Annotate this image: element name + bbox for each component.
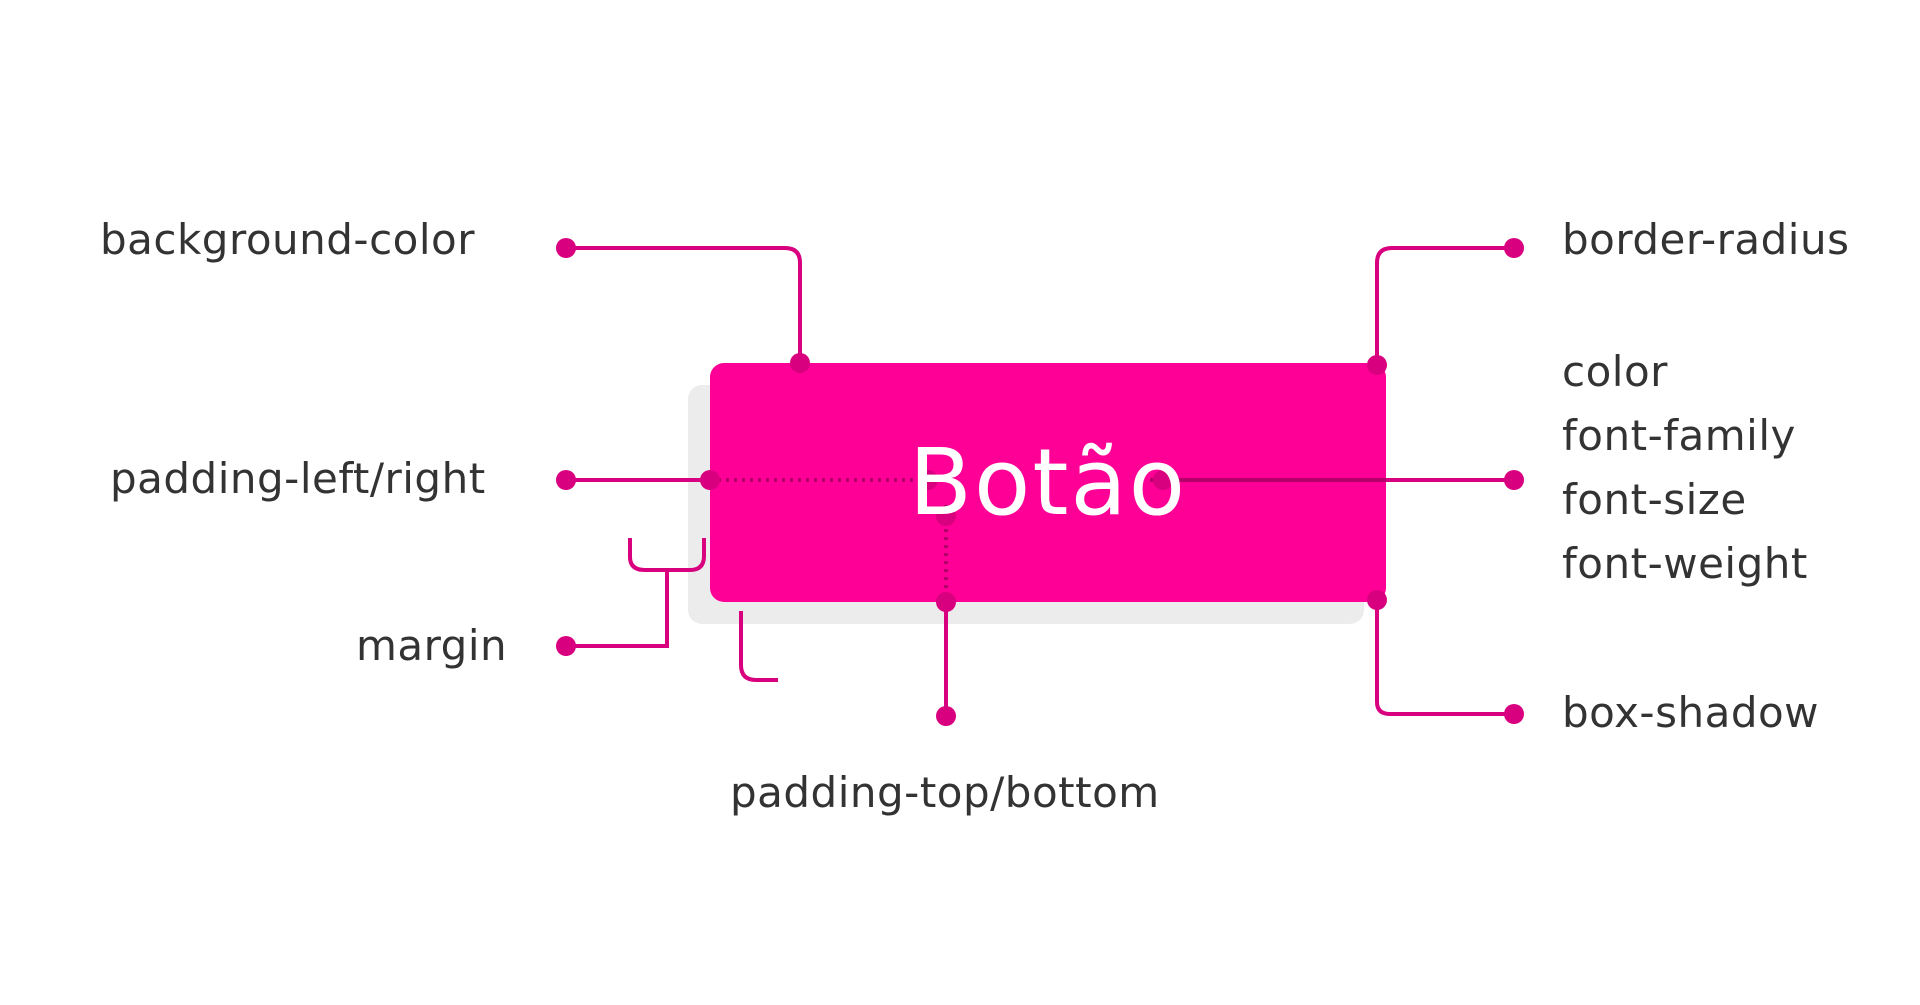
dot-font-text	[1153, 470, 1173, 490]
dot-padding-left-edge	[700, 470, 720, 490]
dot-padding-bottom-label	[936, 706, 956, 726]
dot-margin-label	[556, 636, 576, 656]
margin-bracket-right	[739, 611, 778, 682]
dot-border-radius-anchor	[1367, 355, 1387, 375]
label-font-weight: font-weight	[1562, 539, 1808, 588]
label-border-radius: border-radius	[1562, 215, 1850, 264]
callout-line-border-radius	[1375, 246, 1514, 365]
label-background-color: background-color	[100, 215, 475, 264]
callout-line-background-color	[566, 246, 802, 363]
dot-font-label	[1504, 470, 1524, 490]
label-font-size: font-size	[1562, 475, 1747, 524]
dot-background-color-label	[556, 238, 576, 258]
dot-box-shadow-anchor	[1367, 590, 1387, 610]
dot-padding-top-text	[936, 506, 956, 526]
example-button-label: Botão	[908, 429, 1188, 536]
label-color: color	[1562, 347, 1668, 396]
dot-padding-bottom-edge	[936, 592, 956, 612]
dot-background-color-anchor	[790, 353, 810, 373]
margin-bracket-left	[628, 538, 706, 572]
label-padding-left-right: padding-left/right	[110, 454, 486, 503]
dot-box-shadow-label	[1504, 704, 1524, 724]
dot-padding-left-label	[556, 470, 576, 490]
label-font-family: font-family	[1562, 411, 1796, 460]
example-button	[710, 363, 1386, 602]
margin-connector	[566, 570, 669, 648]
dot-border-radius-label	[1504, 238, 1524, 258]
label-margin: margin	[356, 621, 508, 670]
callout-line-box-shadow	[1375, 600, 1514, 716]
label-box-shadow: box-shadow	[1562, 688, 1820, 737]
label-font-properties: color font-family font-size font-weight	[1562, 340, 1808, 596]
label-padding-top-bottom: padding-top/bottom	[730, 768, 1160, 817]
dot-padding-left-text	[918, 470, 938, 490]
